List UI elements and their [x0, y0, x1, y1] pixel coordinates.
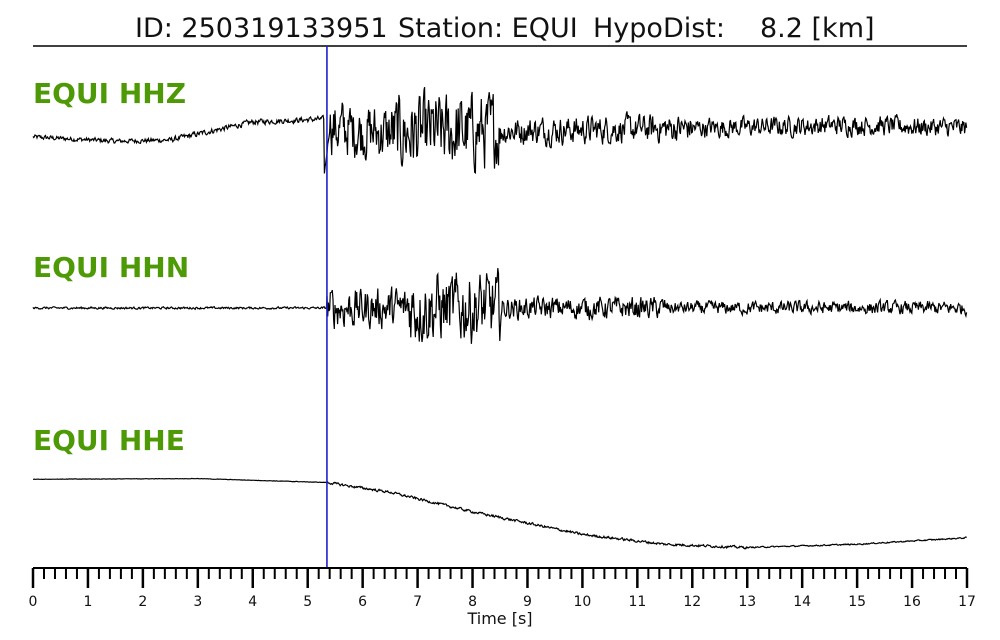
- x-tick-label: 4: [248, 594, 257, 610]
- x-tick-label: 16: [903, 594, 921, 610]
- trace-hhn: [32, 268, 968, 344]
- x-axis: 0 1 2 3 4 5 6 7 8 9 10 11 12 13 14 15 16 17: [29, 567, 976, 610]
- x-tick-label: 8: [468, 594, 477, 610]
- title-dist-label: HypoDist:: [593, 13, 725, 44]
- trace-hhe: [33, 477, 967, 550]
- x-tick-label: 9: [523, 594, 532, 610]
- x-tick-label: 10: [573, 594, 591, 610]
- title-id: ID: 250319133951: [135, 13, 388, 44]
- chart-title: ID: 250319133951 Station: EQUI HypoDist:…: [135, 13, 875, 44]
- x-axis-label: Time [s]: [466, 609, 532, 628]
- title-station: Station: EQUI: [398, 13, 578, 44]
- channel-label-hhe: EQUI HHE: [33, 424, 185, 457]
- x-tick-label: 11: [628, 594, 646, 610]
- trace-hhz: [32, 86, 968, 174]
- x-tick-label: 5: [303, 594, 312, 610]
- channel-label-hhz: EQUI HHZ: [33, 77, 186, 110]
- x-tick-label: 2: [138, 594, 147, 610]
- channel-label-hhn: EQUI HHN: [33, 251, 189, 284]
- traces: [32, 86, 968, 550]
- x-tick-label: 7: [413, 594, 422, 610]
- x-tick-label: 14: [793, 594, 811, 610]
- x-tick-label: 15: [848, 594, 866, 610]
- x-tick-label: 6: [358, 594, 367, 610]
- title-dist-value: 8.2 [km]: [760, 13, 875, 44]
- x-tick-label: 17: [958, 594, 976, 610]
- x-tick-label: 3: [193, 594, 202, 610]
- x-tick-label: 0: [29, 594, 38, 610]
- x-tick-label: 12: [683, 594, 701, 610]
- x-tick-label: 13: [738, 594, 756, 610]
- x-tick-label: 1: [83, 594, 92, 610]
